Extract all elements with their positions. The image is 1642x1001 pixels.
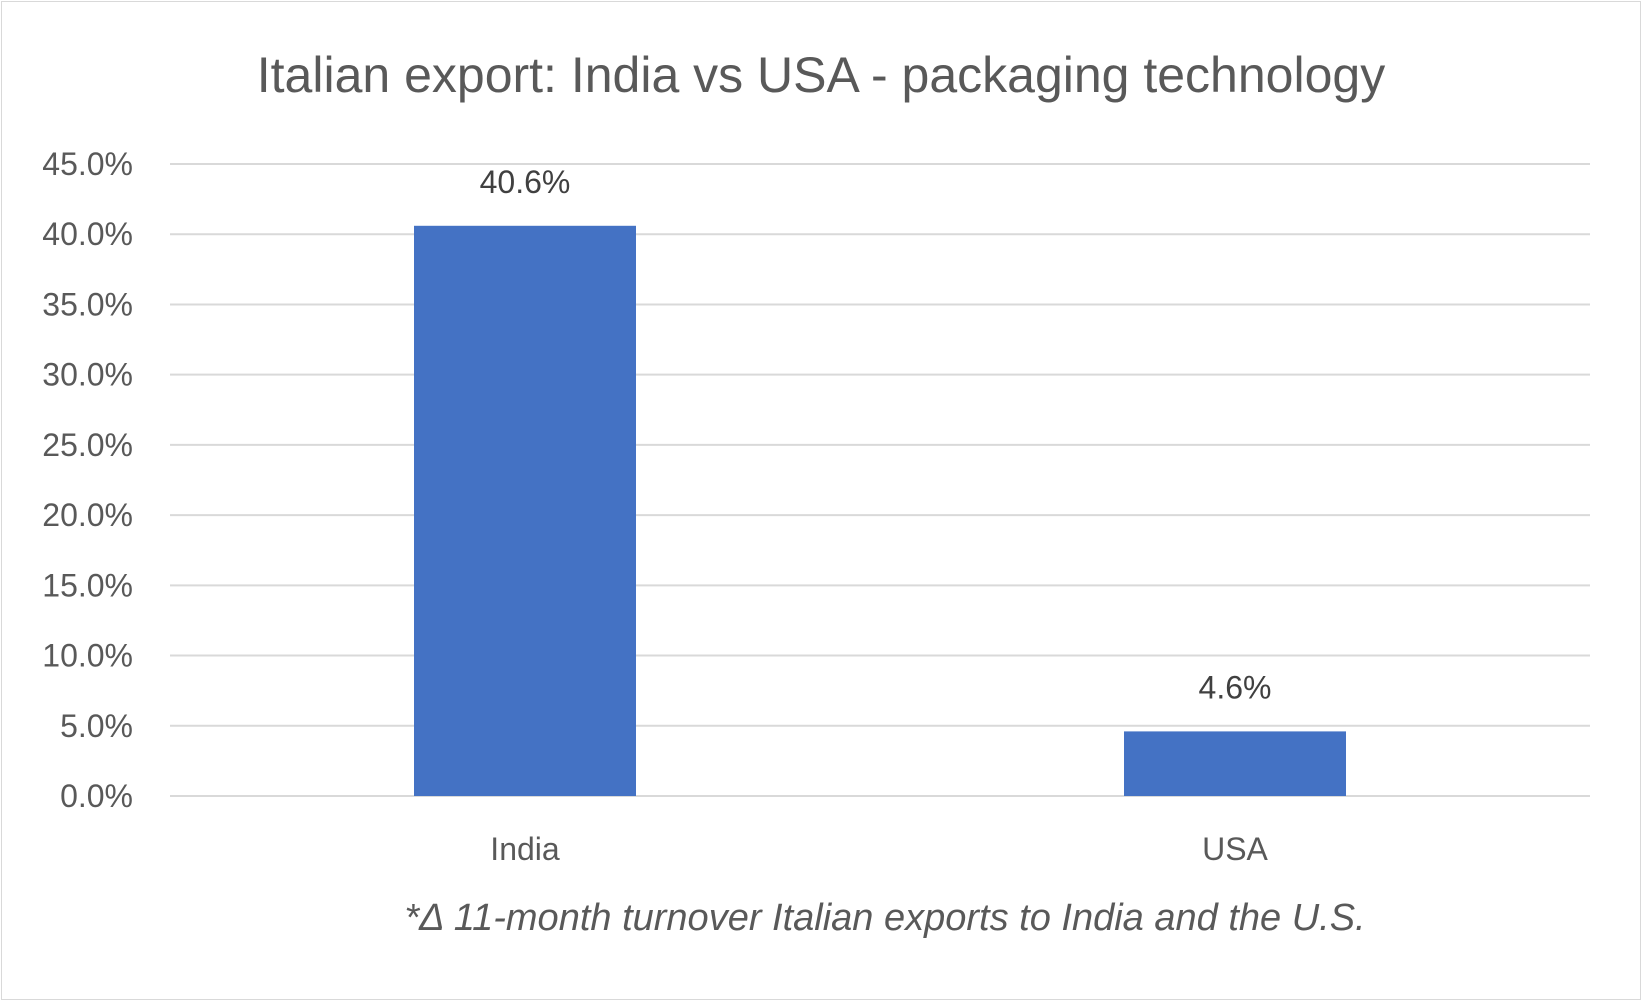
y-tick-label: 0.0%: [60, 778, 133, 814]
data-label-usa: 4.6%: [1199, 669, 1272, 705]
y-tick-label: 25.0%: [42, 427, 133, 463]
y-tick-label: 5.0%: [60, 708, 133, 744]
gridlines: [170, 163, 1590, 797]
x-tick-label-usa: USA: [1202, 831, 1268, 867]
chart-title: Italian export: India vs USA - packaging…: [257, 47, 1385, 103]
bars: [414, 225, 1346, 797]
y-tick-label: 20.0%: [42, 497, 133, 533]
x-axis-ticks: India USA: [490, 831, 1268, 867]
bar-usa: [1124, 731, 1346, 796]
data-label-india: 40.6%: [480, 164, 571, 200]
y-tick-label: 45.0%: [42, 146, 133, 182]
data-labels: 40.6% 4.6%: [480, 164, 1272, 706]
y-tick-label: 35.0%: [42, 286, 133, 322]
footnote: *Δ 11-month turnover Italian exports to …: [404, 897, 1365, 939]
y-tick-label: 15.0%: [42, 567, 133, 603]
x-tick-label-india: India: [490, 831, 560, 867]
y-tick-label: 40.0%: [42, 216, 133, 252]
y-tick-label: 30.0%: [42, 357, 133, 393]
y-tick-label: 10.0%: [42, 638, 133, 674]
y-axis-ticks: 0.0% 5.0% 10.0% 15.0% 20.0% 25.0% 30.0% 35.0% 40…: [42, 146, 133, 814]
bar-india: [414, 225, 636, 797]
